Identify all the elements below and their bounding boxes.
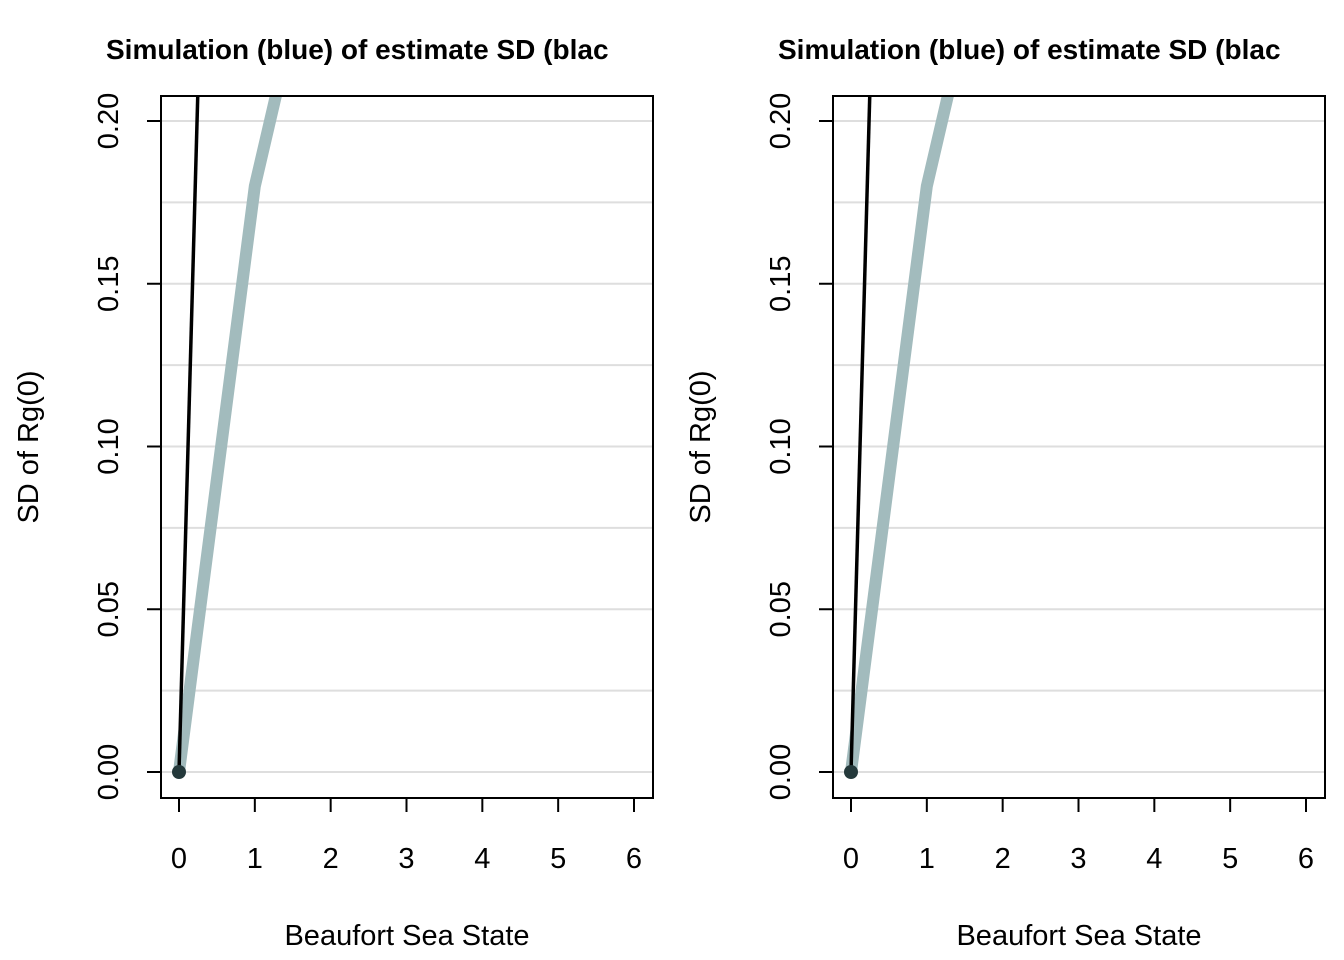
chart-panel-2: 0 1 2 3 4 5 6 0.00 0.05 0.10 0.15 0.20 SD of Rg(0) Be… [685, 34, 1326, 952]
chart-title: Simulation (blue) of estimate SD (blac [778, 34, 1281, 65]
title-group: Simulation (blue) of estimate SD (blac [106, 34, 609, 65]
y-tick-label: 0.20 [93, 93, 125, 149]
x-axis-label: Beaufort Sea State [284, 920, 529, 952]
y-tick-label: 0.10 [765, 418, 797, 474]
simulation-line [845, 96, 954, 778]
x-tick-label: 2 [995, 843, 1011, 875]
x-tick-label: 3 [1070, 843, 1086, 875]
data-point [844, 765, 858, 779]
title-group: Simulation (blue) of estimate SD (blac [778, 34, 1281, 65]
y-tick-label: 0.00 [93, 744, 125, 800]
simulation-line [173, 96, 282, 778]
y-axis-label: SD of Rg(0) [685, 370, 717, 523]
x-tick-label: 0 [171, 843, 187, 875]
x-tick-label: 4 [1146, 843, 1162, 875]
estimate-line [177, 96, 200, 773]
chart-panel-1: 0 1 2 3 4 5 6 0.00 0.05 0.10 0.15 0.20 SD of Rg(0) Be… [13, 34, 654, 952]
x-tick-label: 2 [323, 843, 339, 875]
y-tick-label: 0.15 [93, 256, 125, 312]
x-tick-label: 0 [843, 843, 859, 875]
x-tick-label: 3 [398, 843, 414, 875]
y-tick-label: 0.15 [765, 256, 797, 312]
x-tick-label: 4 [474, 843, 490, 875]
y-tick-label: 0.00 [765, 744, 797, 800]
x-tick-label: 6 [1298, 843, 1314, 875]
gridlines [833, 120, 1325, 773]
y-tick-label: 0.05 [765, 581, 797, 637]
x-tick-label: 1 [919, 843, 935, 875]
estimate-line [849, 96, 872, 773]
y-tick-label: 0.05 [93, 581, 125, 637]
y-tick-label: 0.10 [93, 418, 125, 474]
y-tick-label: 0.20 [765, 93, 797, 149]
gridlines [161, 120, 653, 773]
y-axis-label: SD of Rg(0) [13, 370, 45, 523]
x-tick-label: 5 [550, 843, 566, 875]
plot-area [845, 96, 954, 778]
plot-area [173, 96, 282, 778]
x-tick-label: 6 [626, 843, 642, 875]
data-point [172, 765, 186, 779]
chart-title: Simulation (blue) of estimate SD (blac [106, 34, 609, 65]
x-axis-label: Beaufort Sea State [956, 920, 1201, 952]
x-tick-label: 1 [247, 843, 263, 875]
x-tick-label: 5 [1222, 843, 1238, 875]
